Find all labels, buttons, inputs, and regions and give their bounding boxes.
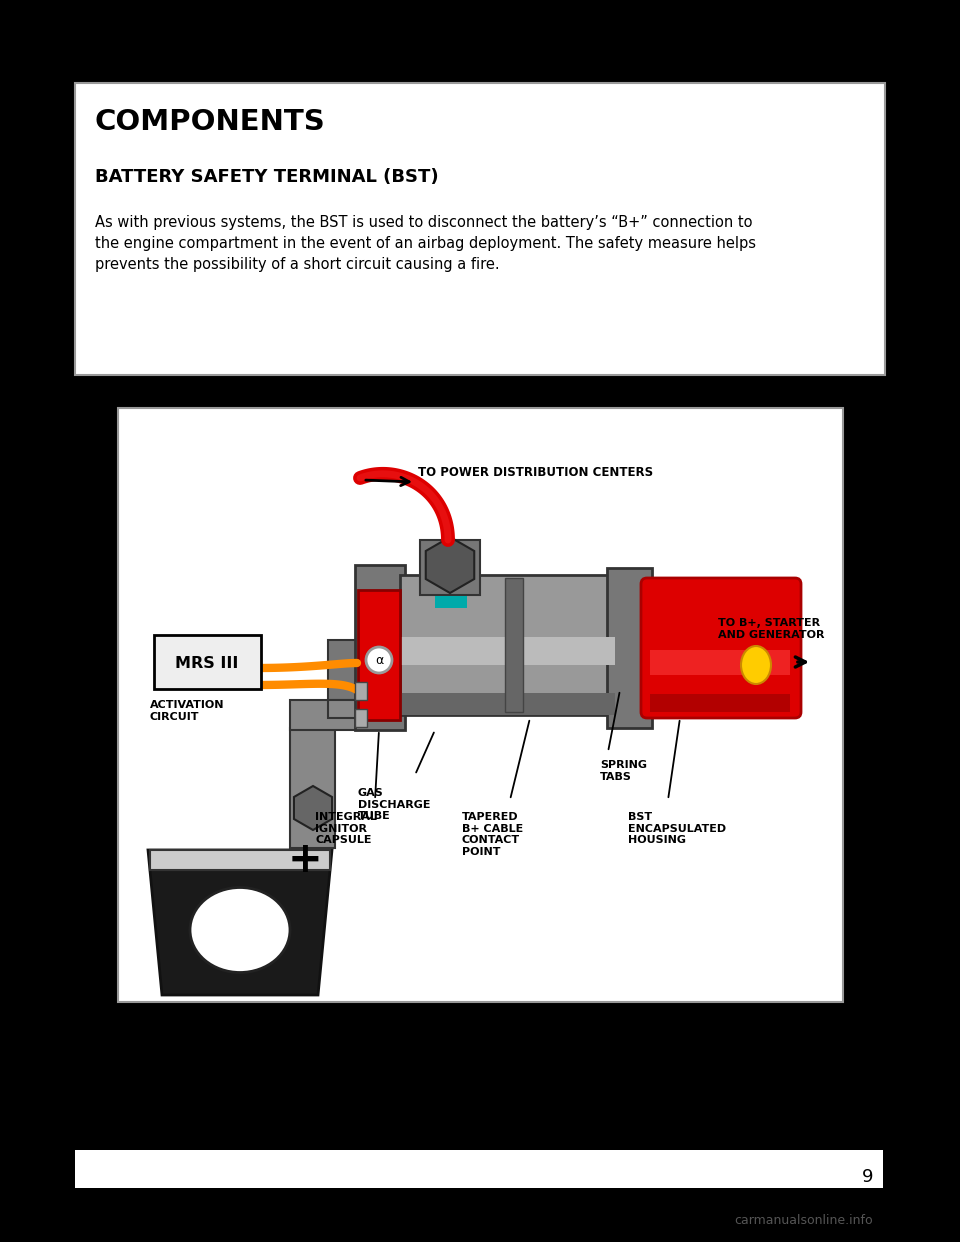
Polygon shape [328,609,420,718]
Text: BATTERY SAFETY TERMINAL (BST): BATTERY SAFETY TERMINAL (BST) [95,168,439,186]
Text: BST
ENCAPSULATED
HOUSING: BST ENCAPSULATED HOUSING [628,812,726,846]
FancyBboxPatch shape [154,635,261,689]
Bar [435,596,467,609]
FancyBboxPatch shape [641,578,801,718]
Bar [290,728,335,848]
Polygon shape [148,850,332,995]
Ellipse shape [741,646,771,684]
Text: SPRING
TABS: SPRING TABS [600,760,647,781]
Bar [650,694,790,712]
Text: COMPONENTS: COMPONENTS [95,108,325,137]
Text: TO POWER DISTRIBUTION CENTERS: TO POWER DISTRIBUTION CENTERS [418,466,653,478]
Text: carmanualsonline.info: carmanualsonline.info [734,1213,873,1227]
Bar [607,568,652,728]
Text: ACTIVATION
CIRCUIT: ACTIVATION CIRCUIT [150,700,225,722]
Text: INTEGRAL
IGNITOR
CAPSULE: INTEGRAL IGNITOR CAPSULE [315,812,377,846]
Bar [75,1150,883,1189]
Text: the engine compartment in the event of an airbag deployment. The safety measure : the engine compartment in the event of a… [95,236,756,251]
Text: As with previous systems, the BST is used to disconnect the battery’s “B+” conne: As with previous systems, the BST is use… [95,215,753,230]
Text: +: + [288,840,323,881]
Bar [650,650,790,674]
Bar [505,578,523,712]
Bar [420,540,480,595]
Ellipse shape [190,888,290,972]
Text: 9: 9 [861,1167,873,1186]
Bar [75,83,885,375]
Bar [400,575,615,715]
Bar [358,590,400,720]
Bar [355,565,405,730]
Bar [400,637,615,664]
Bar [355,709,367,727]
Bar [150,850,330,869]
Bar [355,682,367,700]
Bar [328,640,358,700]
Bar [290,700,390,730]
Text: MRS III: MRS III [176,656,239,671]
Text: prevents the possibility of a short circuit causing a fire.: prevents the possibility of a short circ… [95,257,499,272]
Text: α: α [374,653,383,667]
Polygon shape [150,850,330,869]
Text: TAPERED
B+ CABLE
CONTACT
POINT: TAPERED B+ CABLE CONTACT POINT [462,812,523,857]
Bar [118,409,843,1002]
Bar [400,693,615,715]
Circle shape [366,647,392,673]
Text: TO B+, STARTER
AND GENERATOR: TO B+, STARTER AND GENERATOR [718,619,825,640]
Text: GAS
DISCHARGE
TUBE: GAS DISCHARGE TUBE [358,787,430,821]
